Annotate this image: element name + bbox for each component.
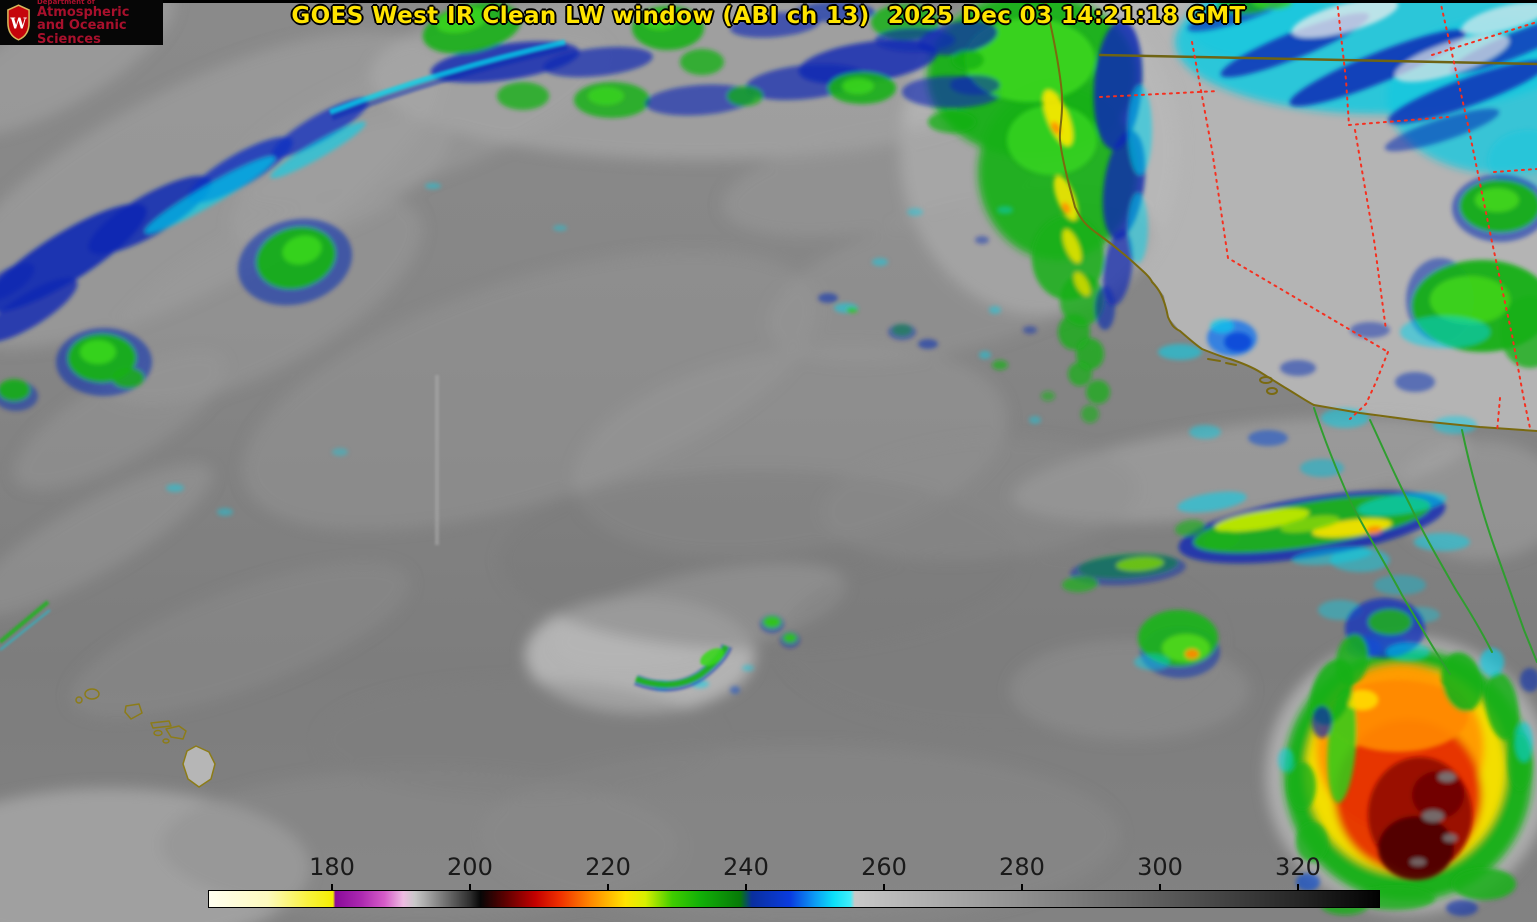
hawaii-islands-outline bbox=[75, 688, 216, 788]
colorbar-tick-label: 200 bbox=[447, 853, 493, 881]
product-name: GOES West IR Clean LW window (ABI ch 13) bbox=[291, 3, 870, 29]
colorbar-tick bbox=[1296, 884, 1299, 891]
colorbar-tick-label: 220 bbox=[585, 853, 631, 881]
image-title: GOES West IR Clean LW window (ABI ch 13)… bbox=[0, 3, 1537, 29]
colorbar-tick bbox=[330, 884, 333, 891]
colorbar-tick-label: 320 bbox=[1275, 853, 1321, 881]
top-border-strip bbox=[0, 0, 1537, 3]
uw-aos-logo: W Department of Atmospheric and Oceanic … bbox=[0, 0, 163, 46]
enhanced-cloud-arcs bbox=[0, 39, 733, 692]
crest-letter: W bbox=[9, 15, 27, 32]
logo-line2: and Oceanic Sciences bbox=[37, 18, 127, 47]
uw-crest-icon: W bbox=[7, 4, 30, 41]
colorbar-tick-label: 280 bbox=[999, 853, 1045, 881]
colorbar-tick bbox=[1159, 884, 1162, 891]
colorbar-tick bbox=[468, 884, 471, 891]
state-borders-dotted bbox=[1099, 0, 1537, 433]
coastline-us-west bbox=[1044, 0, 1537, 432]
logo-text: Department of Atmospheric and Oceanic Sc… bbox=[37, 0, 163, 46]
border-canada-line bbox=[1098, 53, 1537, 66]
timestamp: 2025 Dec 03 14:21:18 GMT bbox=[887, 3, 1246, 29]
colorbar-tick-label: 260 bbox=[861, 853, 907, 881]
colorbar-tick-label: 240 bbox=[723, 853, 769, 881]
colorbar: 180 200 220 240 260 280 300 320 bbox=[208, 853, 1380, 910]
colorbar-tick bbox=[744, 884, 747, 891]
colorbar-tick bbox=[883, 884, 885, 891]
colorbar-tick bbox=[607, 884, 609, 891]
colorbar-gradient bbox=[208, 890, 1380, 908]
colorbar-tick bbox=[1020, 884, 1023, 891]
coastline-mexico-green bbox=[1313, 407, 1537, 675]
logo-line1: Atmospheric bbox=[37, 4, 130, 20]
colorbar-tick-label: 300 bbox=[1137, 853, 1183, 881]
logo-dept-prefix: Department of bbox=[37, 0, 95, 6]
colorbar-tick-label: 180 bbox=[309, 853, 355, 881]
